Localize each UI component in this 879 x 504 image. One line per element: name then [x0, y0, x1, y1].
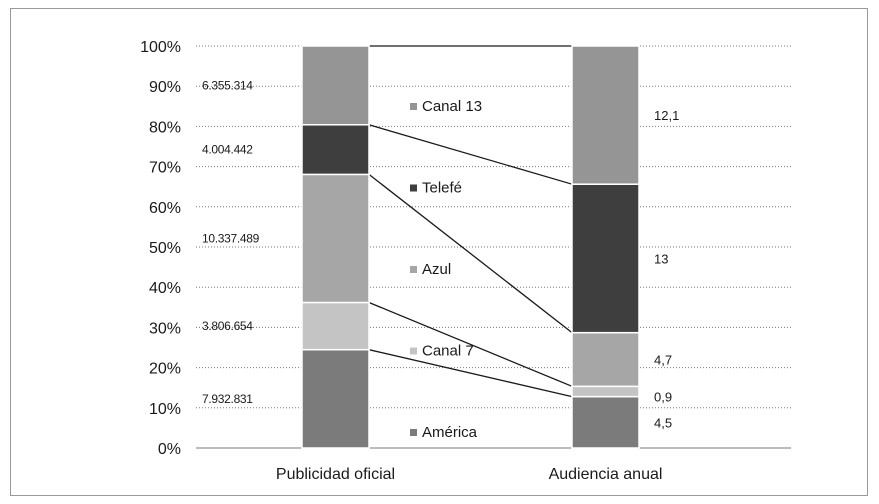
legend-swatch: [410, 103, 417, 110]
data-labels: 7.932.831 4,5 3.806.654 0,9 10.337.489 4,7 4.0…: [202, 78, 679, 430]
data-label-left: 10.337.489: [202, 231, 260, 245]
data-label-left: 6.355.314: [202, 78, 253, 92]
legend-label: Canal 13: [422, 98, 482, 115]
x-category-label: Publicidad oficial: [276, 466, 395, 483]
data-label-right: 12,1: [654, 108, 679, 123]
y-tick-label: 10%: [149, 401, 181, 418]
y-tick-label: 0%: [158, 441, 181, 458]
legend-swatch: [410, 347, 417, 355]
data-label-right: 13: [654, 251, 668, 266]
y-tick-label: 90%: [149, 79, 181, 96]
data-label-left: 4.004.442: [202, 143, 253, 157]
y-tick-label: 100%: [140, 39, 181, 56]
bar-segment-canal-13: [301, 45, 370, 126]
data-label-right: 4,7: [654, 352, 672, 367]
y-tick-label: 30%: [149, 320, 181, 337]
legend-swatch: [410, 266, 417, 273]
bar-segment-canal-7: [571, 385, 640, 398]
legend-swatch: [410, 184, 417, 192]
connector-line: [368, 173, 573, 334]
data-label-left: 7.932.831: [202, 392, 253, 406]
bar-segment-azul: [301, 173, 370, 304]
legend-label: Canal 7: [422, 343, 474, 360]
legend-label: Azul: [422, 261, 451, 278]
connector-line: [368, 124, 573, 185]
connector-line: [368, 349, 573, 398]
y-axis-ticks: 0% 10% 20% 30% 40% 50% 60% 70% 80% 90% 100%: [140, 39, 181, 458]
y-tick-label: 20%: [149, 361, 181, 378]
bar-segment-am-rica: [571, 395, 640, 449]
legend-swatch: [410, 429, 417, 436]
bar-segment-am-rica: [301, 348, 370, 449]
data-label-right: 0,9: [654, 389, 672, 404]
y-tick-label: 80%: [149, 119, 181, 136]
bar-segment-azul: [571, 331, 640, 388]
legend-label: Telefé: [422, 180, 462, 197]
chart-frame: 0% 10% 20% 30% 40% 50% 60% 70% 80% 90% 100% 7.932.…: [10, 8, 868, 496]
y-tick-label: 60%: [149, 200, 181, 217]
bar-segment-canal-13: [571, 45, 640, 185]
legend: América Canal 7 Azul Telefé Canal 13: [410, 98, 482, 441]
x-axis-categories: Publicidad oficial Audiencia anual: [276, 466, 663, 483]
bar-segment-canal-7: [301, 301, 370, 351]
connector-lines: [368, 45, 573, 398]
connector-line: [368, 301, 573, 387]
legend-label: América: [422, 424, 478, 441]
y-tick-label: 70%: [149, 160, 181, 177]
gridlines: [196, 45, 791, 449]
stacked-percent-bar-chart: 0% 10% 20% 30% 40% 50% 60% 70% 80% 90% 100% 7.932.…: [140, 39, 791, 483]
bars: [301, 45, 640, 449]
data-label-right: 4,5: [654, 415, 672, 430]
data-label-left: 3.806.654: [202, 319, 253, 333]
bar-segment-telef-: [301, 124, 370, 176]
x-category-label: Audiencia anual: [549, 466, 663, 483]
y-tick-label: 50%: [149, 240, 181, 257]
y-tick-label: 40%: [149, 280, 181, 297]
bar-segment-telef-: [571, 183, 640, 334]
